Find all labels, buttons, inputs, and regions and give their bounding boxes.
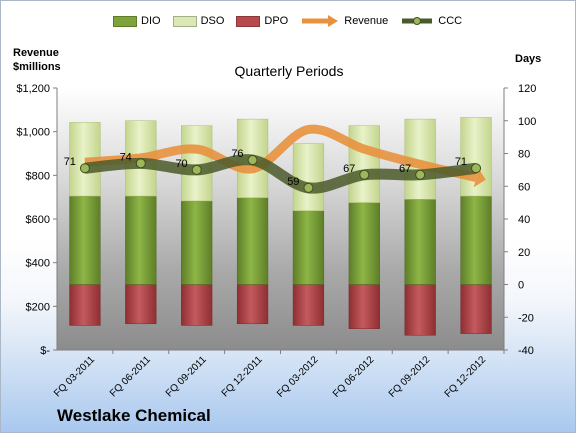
bar-dio [236, 197, 269, 285]
legend-swatch [236, 15, 261, 27]
right-tick-label: 120 [518, 83, 536, 95]
right-tick-label: 40 [518, 214, 530, 226]
bar-dpo [292, 284, 325, 326]
legend-swatch [113, 15, 137, 27]
ccc-data-label: 67 [399, 163, 411, 175]
ccc-point [303, 182, 314, 193]
legend-label: DPO [264, 15, 289, 27]
x-tick-label: FQ 03-2011 [52, 354, 97, 399]
right-tick-label: 60 [518, 181, 530, 193]
left-tick-label: $- [40, 345, 50, 357]
left-tick-label: $400 [26, 258, 50, 270]
left-axis-title-line-2: $millions [13, 61, 61, 73]
bar-dpo [404, 284, 436, 336]
legend-label: DIO [141, 15, 161, 27]
right-tick-label: -20 [518, 312, 534, 324]
bar-dpo [236, 284, 269, 325]
left-axis-title: Revenue $millions [13, 46, 61, 74]
legend-item-ccc: CCC [400, 15, 462, 27]
ccc-data-label: 70 [175, 158, 187, 170]
bar-dio [292, 210, 325, 285]
ccc-data-label: 71 [455, 156, 467, 168]
bar-dpo [460, 284, 492, 334]
bar-dio [69, 195, 101, 285]
ccc-data-label: 59 [287, 176, 299, 188]
ccc-point [415, 169, 426, 180]
bar-dpo [69, 284, 101, 326]
legend-swatch [172, 15, 197, 27]
ccc-data-label: 67 [343, 163, 355, 175]
ccc-data-label: 74 [120, 151, 132, 163]
right-axis-title: Days [515, 53, 542, 65]
ccc-data-label: 71 [64, 156, 76, 168]
bar-dio [348, 202, 380, 285]
chart-subtitle: Quarterly Periods [234, 63, 344, 79]
ccc-point [135, 158, 146, 169]
x-tick-label: FQ 03-2012 [275, 354, 321, 400]
bar-dso [292, 143, 325, 212]
left-axis-title-line-1: Revenue [13, 47, 59, 59]
revenue-arrowhead [473, 167, 486, 188]
x-tick-label: FQ 06-2011 [108, 354, 153, 399]
ccc-point [191, 164, 202, 175]
legend-label: Revenue [344, 15, 389, 27]
x-tick-label: FQ 12-2011 [220, 354, 265, 399]
bar-dio [460, 195, 492, 285]
bar-dpo [125, 284, 157, 325]
ccc-point [359, 169, 370, 180]
right-tick-label: 20 [518, 247, 530, 259]
ccc-line [84, 154, 477, 194]
bar-dio [125, 195, 157, 285]
left-tick-label: $1,000 [16, 127, 50, 139]
right-tick-label: 0 [518, 280, 524, 292]
ccc-point [247, 155, 258, 166]
left-tick-label: $1,200 [16, 83, 50, 95]
bar-dso [348, 125, 380, 203]
revenue-line [84, 124, 478, 182]
left-tick-label: $800 [26, 170, 50, 182]
x-tick-label: FQ 09-2011 [164, 354, 209, 399]
x-tick-label: FQ 06-2012 [331, 354, 377, 400]
chart-legend: DIO DSO DPO Revenue CCC [113, 15, 462, 27]
legend-swatch [302, 15, 339, 27]
right-tick-label: -40 [518, 345, 534, 357]
bar-dio [404, 199, 436, 285]
legend-label: DSO [200, 15, 225, 27]
legend-swatch [402, 17, 433, 25]
company-name: Westlake Chemical [57, 406, 211, 425]
legend-label: CCC [438, 15, 463, 27]
left-tick-label: $200 [26, 301, 50, 313]
right-tick-label: 100 [518, 116, 536, 128]
ccc-data-label: 76 [231, 148, 243, 160]
bar-dpo [181, 284, 213, 326]
legend-item-dio: DIO [113, 15, 161, 27]
right-tick-label: 80 [518, 149, 530, 161]
bar-dpo [348, 284, 380, 329]
x-tick-label: FQ 09-2012 [387, 354, 433, 400]
plot-area [57, 88, 504, 350]
legend-item-dpo: DPO [236, 15, 288, 27]
x-tick-label: FQ 12-2012 [443, 354, 489, 400]
left-tick-label: $600 [26, 214, 50, 226]
legend-item-dso: DSO [172, 15, 225, 27]
bar-dio [181, 200, 213, 285]
ccc-point [79, 163, 90, 174]
ccc-point [471, 163, 482, 174]
legend-item-revenue: Revenue [300, 15, 388, 27]
